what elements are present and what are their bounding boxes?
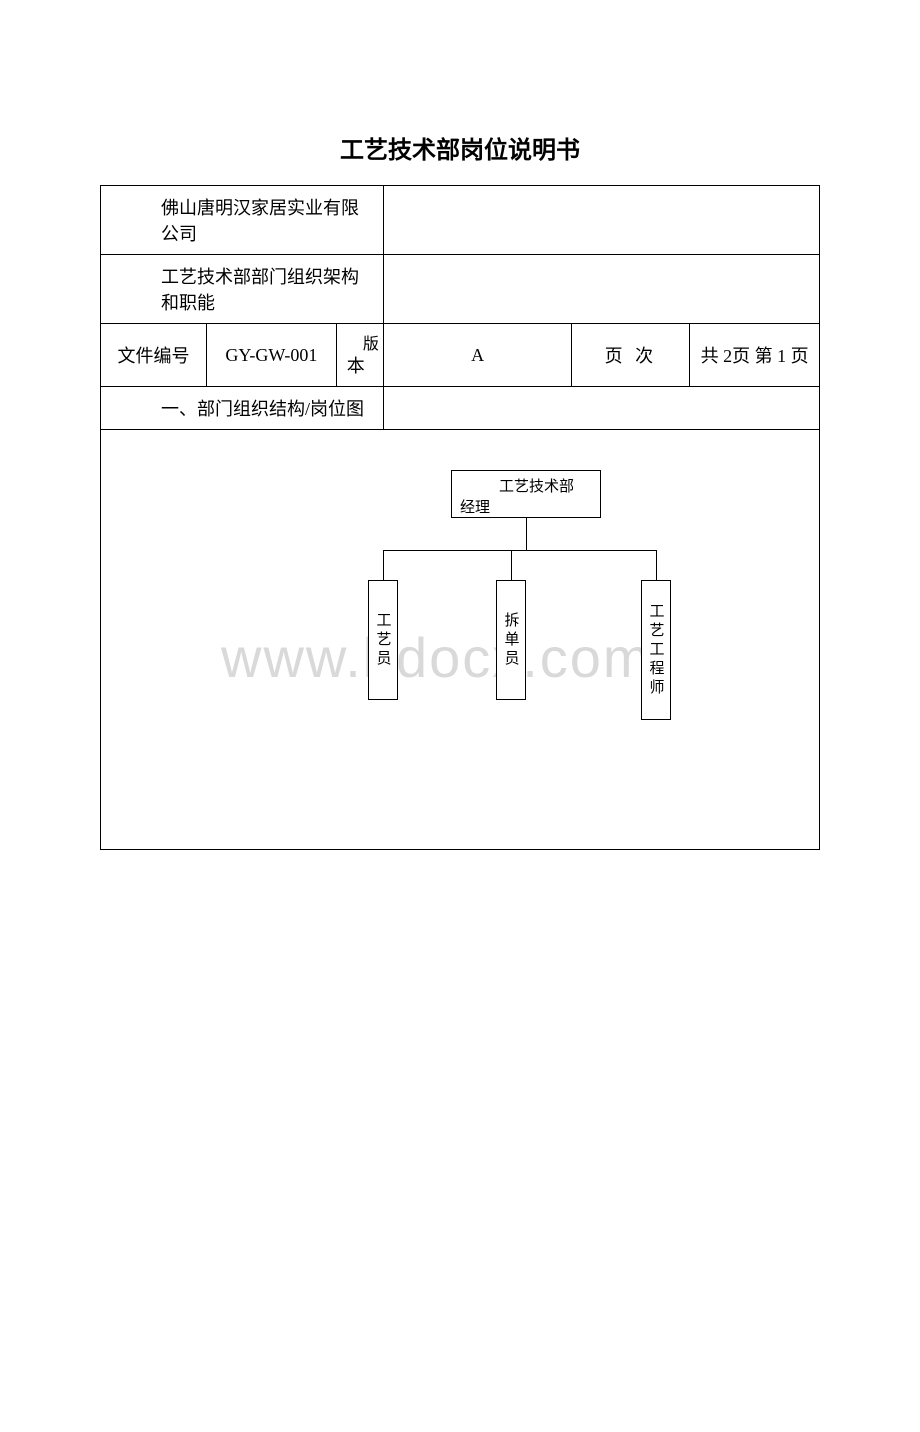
meta-row: 文件编号 GY-GW-001 版 本 A 页 次 共 2页 第 1 页 <box>101 324 820 387</box>
org-node-manager: 工艺技术部 经理 <box>451 470 601 518</box>
company-row: 佛山唐明汉家居实业有限公司 <box>101 186 820 255</box>
subtitle-blank-cell <box>383 255 819 324</box>
org-connector <box>526 518 527 550</box>
diagram-row: www.bdocx.com 工艺技术部 经理 工艺员 拆单员 工艺工程师 <box>101 430 820 850</box>
section-blank-cell <box>383 387 819 430</box>
watermark-text: www.bdocx.com <box>221 625 652 690</box>
company-blank-cell <box>383 186 819 255</box>
diagram-cell: www.bdocx.com 工艺技术部 经理 工艺员 拆单员 工艺工程师 <box>101 430 820 850</box>
company-cell: 佛山唐明汉家居实业有限公司 <box>101 186 384 255</box>
fileno-cell: GY-GW-001 <box>207 324 337 387</box>
page-label-cell: 页 次 <box>572 324 690 387</box>
manager-line2: 经理 <box>458 496 594 517</box>
org-connector <box>383 550 656 551</box>
org-node-technician: 工艺员 <box>368 580 398 700</box>
subtitle-cell: 工艺技术部部门组织架构和职能 <box>101 255 384 324</box>
document-table: 佛山唐明汉家居实业有限公司 工艺技术部部门组织架构和职能 文件编号 GY-GW-… <box>100 185 820 850</box>
org-connector <box>656 550 657 580</box>
page-title: 工艺技术部岗位说明书 <box>0 130 920 165</box>
page-total-cell: 共 2页 第 1 页 <box>690 324 820 387</box>
org-connector <box>511 550 512 580</box>
manager-line1: 工艺技术部 <box>458 475 594 496</box>
version-label-cell: 版 本 <box>336 324 383 387</box>
org-node-engineer: 工艺工程师 <box>641 580 671 720</box>
org-node-splitter: 拆单员 <box>496 580 526 700</box>
org-connector <box>383 550 384 580</box>
org-chart: www.bdocx.com 工艺技术部 经理 工艺员 拆单员 工艺工程师 <box>101 430 819 849</box>
section-heading-cell: 一、部门组织结构/岗位图 <box>101 387 384 430</box>
version-label-top: 版 <box>363 330 379 354</box>
fileno-label-cell: 文件编号 <box>101 324 207 387</box>
version-cell: A <box>383 324 572 387</box>
section-row: 一、部门组织结构/岗位图 <box>101 387 820 430</box>
subtitle-row: 工艺技术部部门组织架构和职能 <box>101 255 820 324</box>
version-label-bottom: 本 <box>343 352 377 378</box>
